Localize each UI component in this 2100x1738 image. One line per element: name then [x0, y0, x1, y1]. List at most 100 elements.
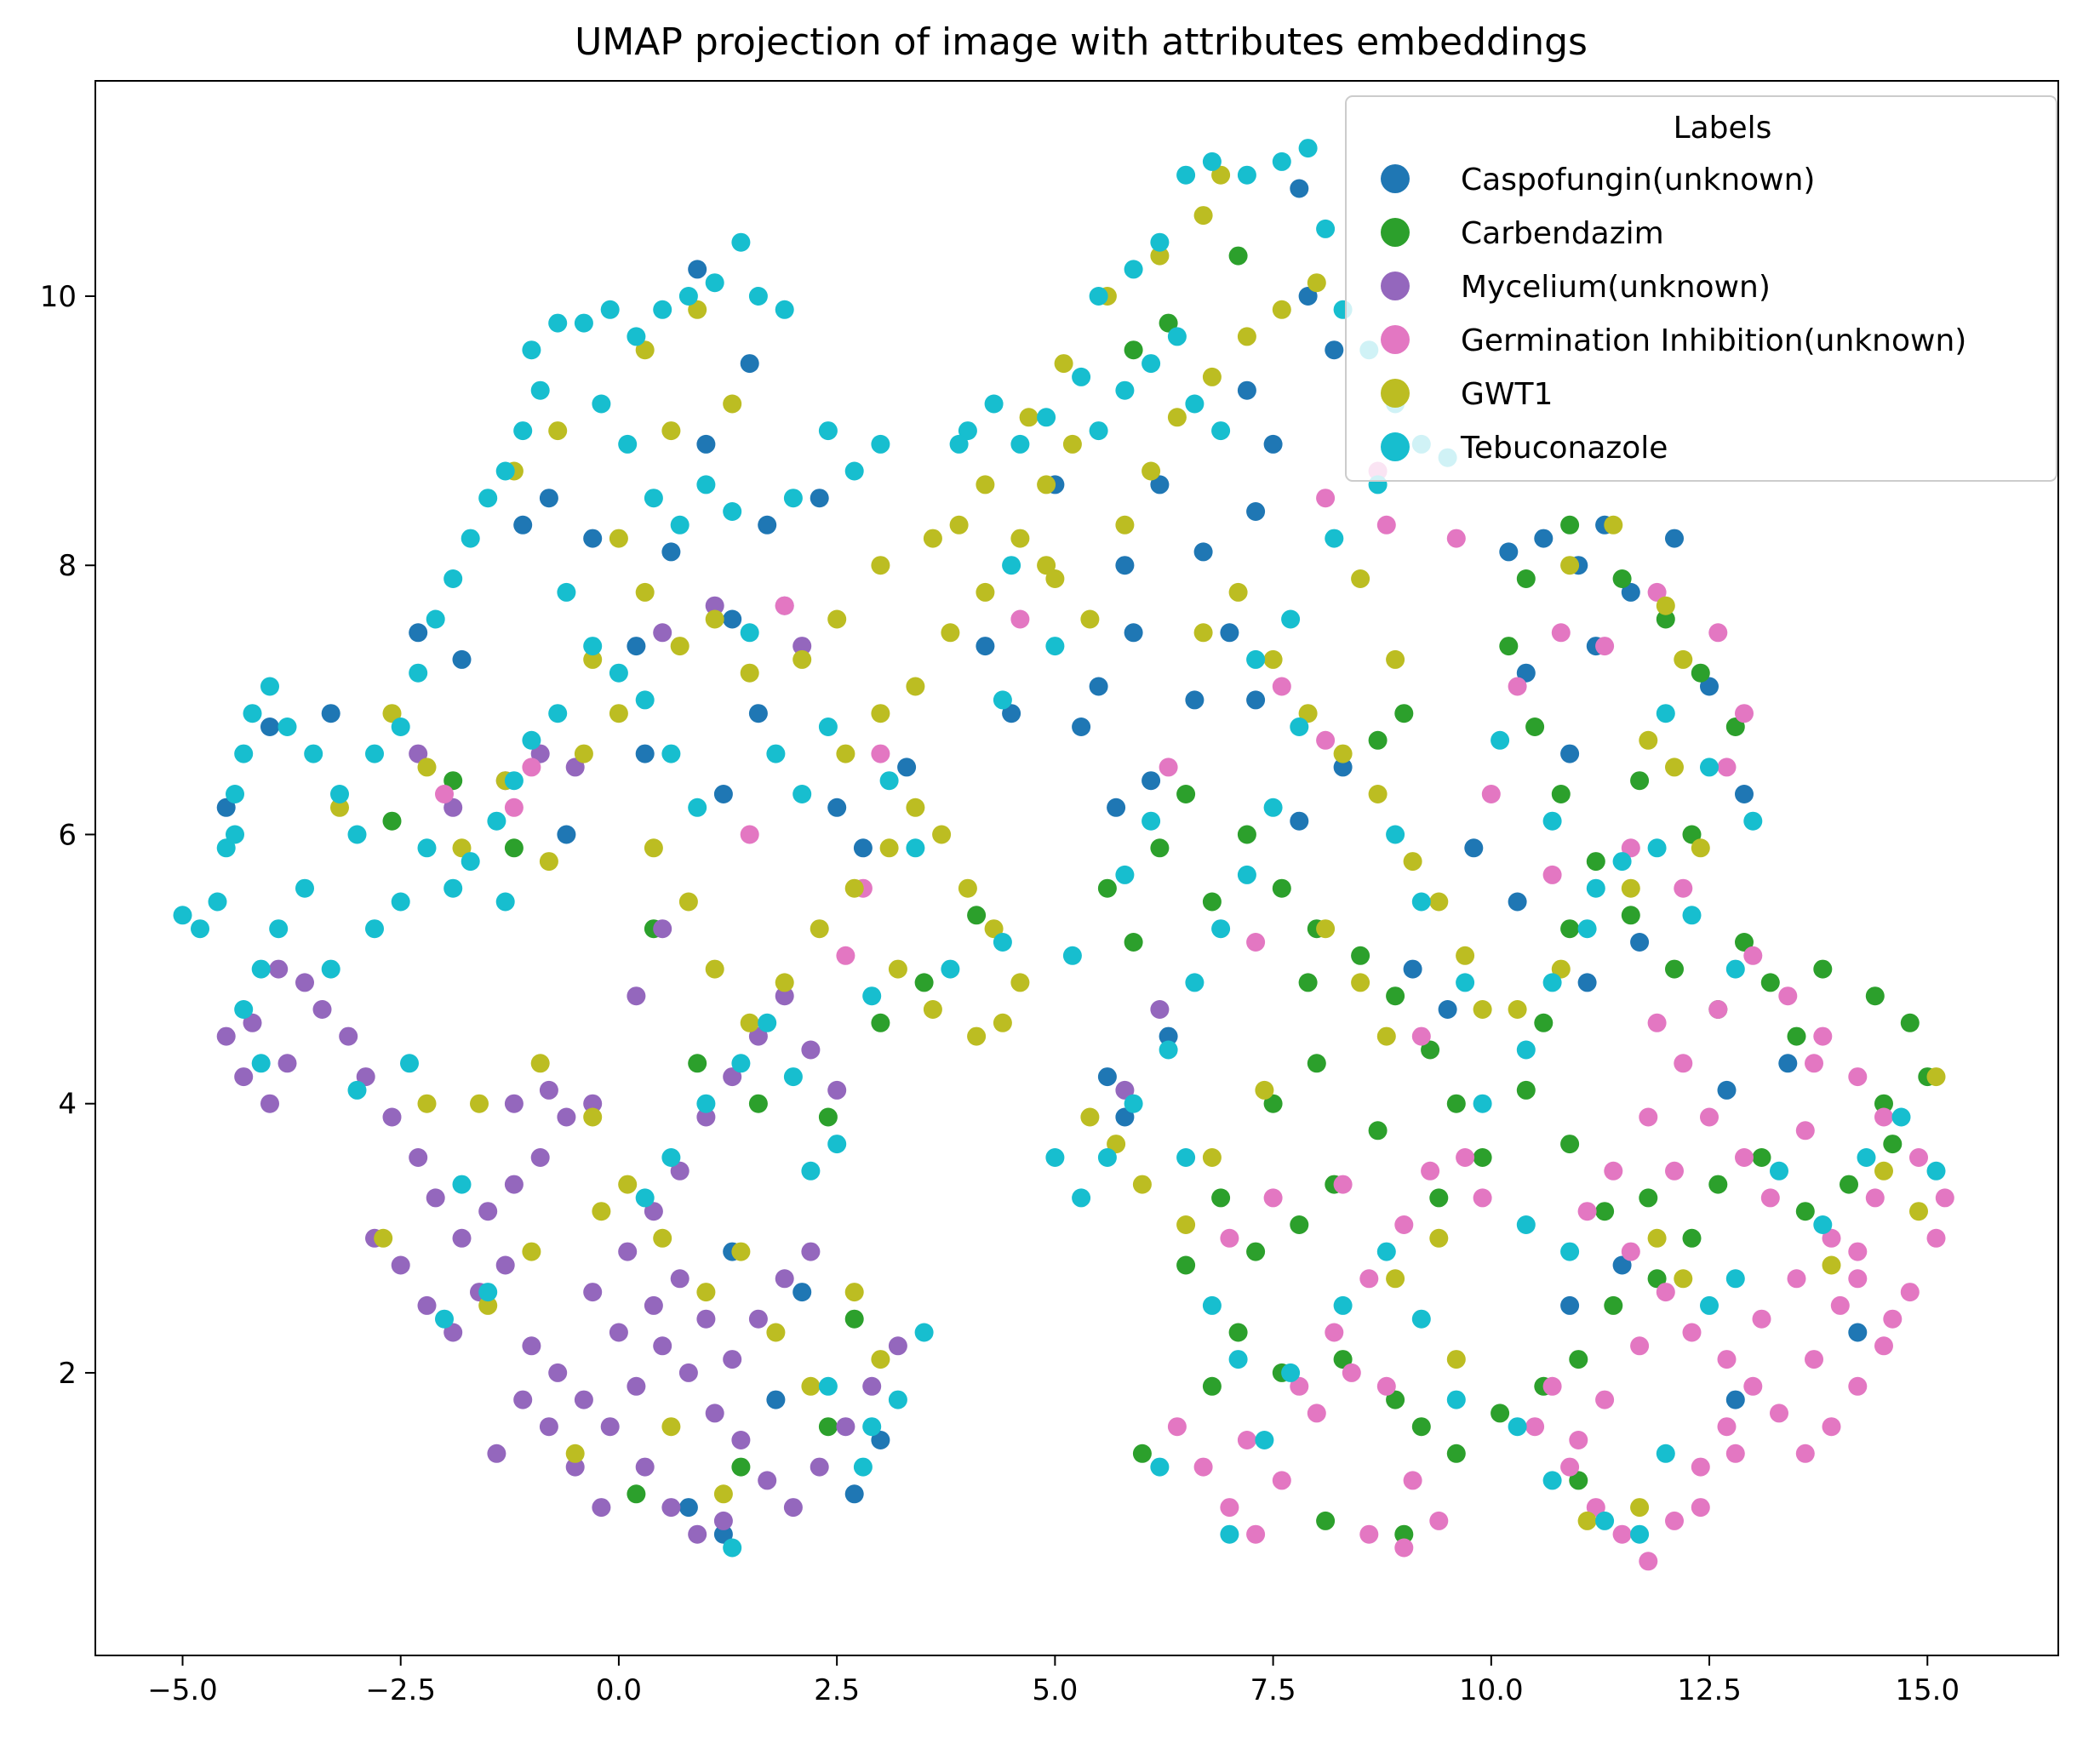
data-point — [565, 1457, 585, 1477]
data-point — [1577, 1202, 1597, 1221]
data-point — [1045, 637, 1065, 656]
data-point — [1394, 704, 1414, 723]
data-point — [417, 1295, 437, 1315]
data-point — [1481, 785, 1501, 803]
data-point — [417, 838, 437, 858]
data-point — [1840, 1175, 1858, 1194]
data-point — [1176, 165, 1196, 185]
data-point — [565, 1444, 585, 1463]
legend-title: Labels — [1674, 111, 1772, 146]
data-point — [627, 986, 646, 1006]
data-point — [1516, 1215, 1536, 1234]
data-point — [1438, 1000, 1457, 1019]
data-point — [1089, 421, 1108, 441]
data-point — [1621, 1242, 1640, 1261]
data-point — [304, 744, 323, 763]
data-point — [1857, 1148, 1876, 1167]
data-point — [827, 798, 847, 817]
legend-label: Carbendazim — [1461, 216, 1664, 251]
data-point — [1551, 623, 1571, 643]
data-point — [260, 677, 279, 696]
legend-marker — [1381, 272, 1410, 300]
data-point — [1639, 1188, 1658, 1208]
data-point — [487, 1444, 506, 1463]
data-point — [495, 892, 515, 912]
data-point — [1499, 542, 1519, 562]
x-tick-label: −2.5 — [365, 1673, 436, 1707]
data-point — [1115, 515, 1135, 535]
data-point — [1848, 1067, 1868, 1087]
data-point — [1150, 1457, 1170, 1477]
data-point — [635, 582, 655, 602]
data-point — [1002, 556, 1021, 575]
data-point — [583, 1094, 603, 1113]
data-point — [1639, 730, 1658, 750]
data-point — [1874, 1161, 1893, 1181]
data-point — [1080, 609, 1100, 629]
data-point — [443, 878, 463, 898]
data-point — [1874, 1336, 1893, 1356]
data-point — [670, 515, 690, 535]
data-point — [1525, 717, 1545, 736]
data-point — [1805, 1054, 1823, 1073]
data-point — [1700, 758, 1719, 777]
data-point — [1193, 623, 1213, 643]
x-tick-label: 0.0 — [596, 1673, 642, 1707]
data-point — [1376, 1026, 1396, 1046]
data-point — [1446, 1350, 1466, 1369]
data-point — [1647, 582, 1667, 602]
data-point — [1307, 1054, 1326, 1073]
data-point — [1124, 260, 1143, 279]
data-point — [1795, 1444, 1815, 1463]
data-point — [1246, 933, 1266, 952]
legend-item: Carbendazim — [1381, 216, 1664, 251]
data-point — [1185, 973, 1204, 992]
data-point — [1045, 569, 1065, 588]
data-point — [740, 623, 759, 643]
data-point — [583, 1107, 603, 1127]
data-point — [1735, 704, 1754, 723]
data-point — [1595, 1202, 1615, 1221]
data-point — [574, 744, 593, 763]
data-point — [1394, 1538, 1414, 1558]
data-point — [1534, 1013, 1554, 1032]
data-point — [853, 1457, 873, 1477]
data-point — [522, 730, 541, 750]
data-point — [1787, 1269, 1806, 1289]
data-point — [1072, 717, 1091, 736]
data-point — [871, 1431, 890, 1449]
data-point — [775, 973, 794, 992]
data-point — [1542, 811, 1562, 831]
data-point — [1717, 1417, 1737, 1437]
data-point — [1848, 1376, 1868, 1396]
data-point — [696, 1283, 716, 1302]
data-point — [452, 649, 472, 669]
data-point — [818, 1417, 838, 1437]
data-point — [592, 394, 611, 414]
data-point — [1621, 878, 1640, 898]
data-point — [278, 1054, 297, 1073]
data-point — [1900, 1013, 1920, 1032]
data-point — [871, 1013, 890, 1032]
data-point — [688, 300, 707, 319]
data-point — [1010, 973, 1030, 992]
data-point — [1639, 1552, 1658, 1571]
data-point — [1735, 1148, 1754, 1167]
data-point — [844, 878, 864, 898]
data-point — [1508, 1000, 1527, 1019]
data-point — [1926, 1228, 1946, 1248]
data-point — [1411, 1417, 1431, 1437]
data-point — [836, 946, 855, 965]
data-point — [1333, 1350, 1353, 1369]
data-point — [1263, 1188, 1283, 1208]
data-point — [1682, 1228, 1702, 1248]
data-point — [495, 461, 515, 481]
data-point — [644, 838, 663, 858]
data-point — [539, 1417, 558, 1437]
data-point — [818, 421, 838, 441]
data-point — [1237, 865, 1256, 884]
data-point — [600, 300, 620, 319]
data-point — [1132, 1175, 1152, 1194]
data-point — [906, 677, 925, 696]
